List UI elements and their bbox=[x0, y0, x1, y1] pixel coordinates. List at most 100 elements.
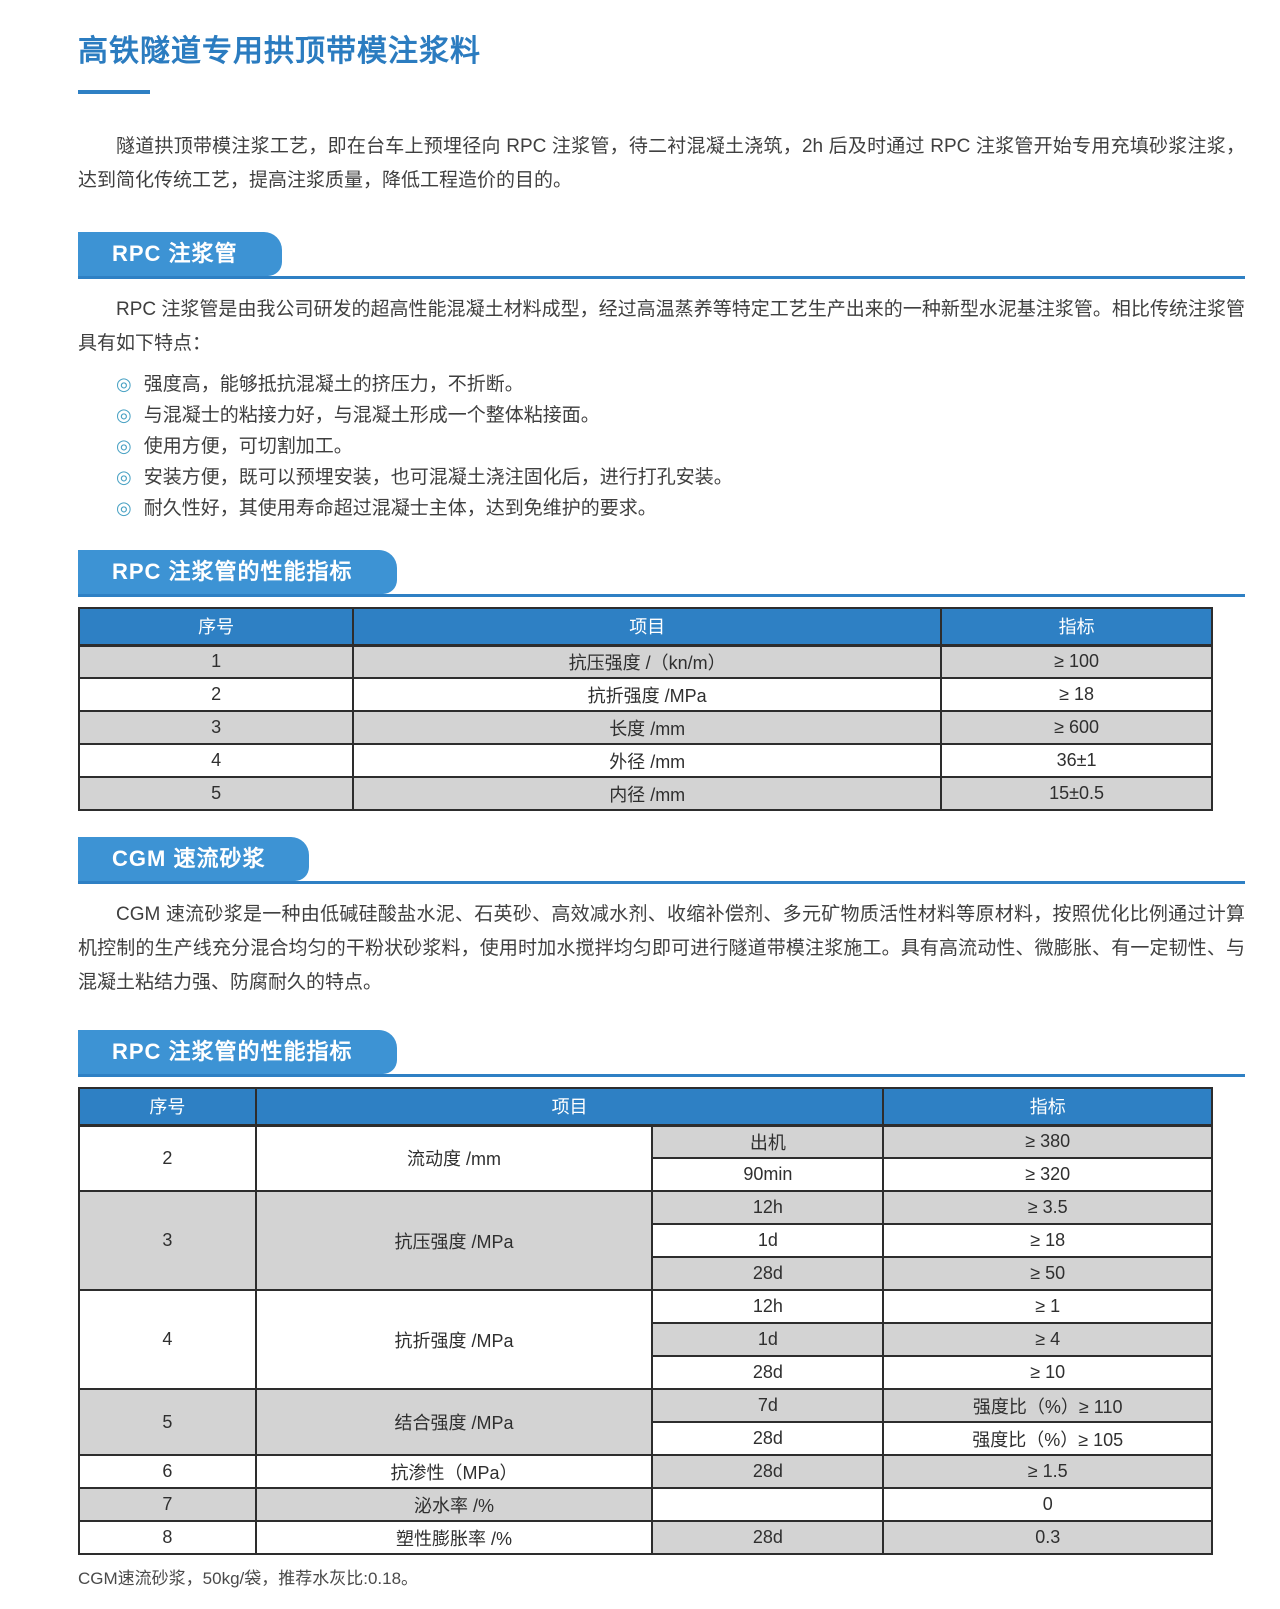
table-cell-time: 28d bbox=[651, 1520, 885, 1555]
table-cell-no: 6 bbox=[78, 1454, 257, 1489]
table-cell-time: 1d bbox=[651, 1322, 885, 1357]
table-cell-no: 5 bbox=[78, 1388, 257, 1456]
table-cell-time: 7d bbox=[651, 1388, 885, 1423]
cgm-paragraph: CGM 速流砂浆是一种由低碱硅酸盐水泥、石英砂、高效减水剂、收缩补偿剂、多元矿物… bbox=[78, 904, 1245, 993]
column-header: 项目 bbox=[254, 1087, 885, 1127]
table-row: 6 抗渗性（MPa） 28d ≥ 1.5 bbox=[78, 1454, 1213, 1489]
bullet-icon: ◎ bbox=[116, 374, 132, 394]
section-badge-cgm: CGM 速流砂浆 bbox=[78, 837, 310, 881]
table-cell: 抗压强度 /（kn/m） bbox=[352, 644, 943, 679]
table-row: 8 塑性膨胀率 /% 28d 0.3 bbox=[78, 1520, 1213, 1555]
table-cell-value: ≥ 1.5 bbox=[882, 1454, 1213, 1489]
list-item-text: 使用方便，可切割加工。 bbox=[143, 436, 353, 457]
table-cell-value: ≥ 10 bbox=[882, 1355, 1213, 1390]
table-cell: 2 bbox=[77, 677, 355, 712]
table-row: 28d 强度比（%）≥ 105 bbox=[79, 1421, 1213, 1456]
table-row: 4 外径 /mm 36±1 bbox=[77, 743, 1213, 778]
table-cell-time: 28d bbox=[651, 1421, 885, 1456]
rpc-spec-table: 序号 项目 指标 1 抗压强度 /（kn/m） ≥ 100 2 抗折强度 /MPa ≥ 18 3 长… bbox=[77, 607, 1213, 811]
table-cell-time bbox=[651, 1487, 885, 1522]
rpc-paragraph: RPC 注浆管是由我公司研发的超高性能混凝土材料成型，经过高温蒸养等特定工艺生产… bbox=[78, 299, 1245, 354]
table-cell-no: 3 bbox=[78, 1190, 257, 1291]
table-cell: 3 bbox=[77, 710, 355, 745]
table-cell: ≥ 100 bbox=[940, 644, 1213, 679]
table-cell-value: ≥ 3.5 bbox=[882, 1190, 1213, 1225]
list-item-text: 安装方便，既可以预埋安装，也可混凝土浇注固化后，进行打孔安装。 bbox=[143, 467, 733, 488]
list-item: ◎ 与混凝士的粘接力好，与混凝土形成一个整体粘接面。 bbox=[116, 400, 1245, 431]
table-cell: 15±0.5 bbox=[940, 776, 1213, 811]
list-item: ◎ 使用方便，可切割加工。 bbox=[116, 431, 1245, 462]
table-row: 28d ≥ 10 bbox=[79, 1355, 1213, 1390]
rpc-feature-list: ◎ 强度高，能够抵抗混凝土的挤压力，不折断。 ◎ 与混凝士的粘接力好，与混凝土形成一个… bbox=[116, 369, 1245, 524]
table-cell-item: 抗渗性（MPa） bbox=[254, 1454, 654, 1489]
table-cell-item: 结合强度 /MPa bbox=[254, 1388, 654, 1456]
table-cell-time: 1d bbox=[651, 1223, 885, 1258]
table-row: 28d ≥ 50 bbox=[79, 1256, 1213, 1291]
table-cell: 抗折强度 /MPa bbox=[352, 677, 943, 712]
table-cell-no: 7 bbox=[78, 1487, 257, 1522]
section-badge-cgm-specs: RPC 注浆管的性能指标 bbox=[78, 1030, 397, 1074]
table-cell-item: 抗折强度 /MPa bbox=[254, 1289, 654, 1390]
table-cell-value: ≥ 4 bbox=[882, 1322, 1213, 1357]
table-cell: ≥ 18 bbox=[940, 677, 1213, 712]
footnote: CGM速流砂浆，50kg/袋，推荐水灰比:0.18。 bbox=[78, 1569, 419, 1588]
table-cell-value: 0 bbox=[882, 1487, 1213, 1522]
table-cell-item: 泌水率 /% bbox=[254, 1487, 654, 1522]
cgm-spec-table: 序号 项目 指标 2 流动度 /mm 出机 ≥ 380 90min ≥ 320 3 抗压强度 /MP… bbox=[78, 1087, 1213, 1555]
list-item: ◎ 强度高，能够抵抗混凝土的挤压力，不折断。 bbox=[116, 369, 1245, 400]
section-header-rpc: RPC 注浆管 bbox=[78, 232, 1245, 279]
page-title: 高铁隧道专用拱顶带模注浆料 bbox=[78, 35, 481, 68]
table-cell-value: ≥ 320 bbox=[882, 1157, 1213, 1192]
table-header-row: 序号 项目 指标 bbox=[78, 1087, 1213, 1127]
table-cell-time: 28d bbox=[651, 1355, 885, 1390]
table-header-row: 序号 项目 指标 bbox=[77, 607, 1213, 647]
column-header: 序号 bbox=[78, 1087, 257, 1127]
table-cell-value: 强度比（%）≥ 110 bbox=[882, 1388, 1213, 1423]
bullet-icon: ◎ bbox=[116, 436, 132, 456]
column-header: 指标 bbox=[882, 1087, 1213, 1127]
table-cell-value: 0.3 bbox=[882, 1520, 1213, 1555]
table-row: 5 结合强度 /MPa 7d 强度比（%）≥ 110 bbox=[78, 1388, 1213, 1456]
bullet-icon: ◎ bbox=[116, 405, 132, 425]
table-cell-time: 90min bbox=[651, 1157, 885, 1192]
table-row: 3 长度 /mm ≥ 600 bbox=[77, 710, 1213, 745]
table-cell-time: 28d bbox=[651, 1454, 885, 1489]
table-cell-item: 抗压强度 /MPa bbox=[254, 1190, 654, 1291]
table-row: 7 泌水率 /% 0 bbox=[78, 1487, 1213, 1522]
section-header-rpc-specs: RPC 注浆管的性能指标 bbox=[78, 550, 1245, 597]
table-cell: 36±1 bbox=[940, 743, 1213, 778]
list-item-text: 强度高，能够抵抗混凝土的挤压力，不折断。 bbox=[143, 374, 524, 395]
table-cell-value: ≥ 1 bbox=[882, 1289, 1213, 1324]
table-cell-time: 12h bbox=[651, 1190, 885, 1225]
section-badge-rpc: RPC 注浆管 bbox=[78, 232, 282, 276]
table-cell-time: 出机 bbox=[651, 1124, 885, 1159]
section-header-cgm: CGM 速流砂浆 bbox=[78, 837, 1245, 884]
table-row: 1d ≥ 4 bbox=[79, 1322, 1213, 1357]
table-cell: 1 bbox=[77, 644, 355, 679]
table-cell: 5 bbox=[77, 776, 355, 811]
table-row: 5 内径 /mm 15±0.5 bbox=[77, 776, 1213, 811]
table-cell-time: 12h bbox=[651, 1289, 885, 1324]
bullet-icon: ◎ bbox=[116, 467, 132, 487]
column-header: 指标 bbox=[940, 607, 1213, 647]
list-item-text: 耐久性好，其使用寿命超过混凝士主体，达到免维护的要求。 bbox=[143, 498, 657, 519]
intro-paragraph: 隧道拱顶带模注浆工艺，即在台车上预埋径向 RPC 注浆管，待二衬混凝土浇筑，2h… bbox=[78, 136, 1245, 191]
table-cell-no: 4 bbox=[78, 1289, 257, 1390]
table-cell: 外径 /mm bbox=[352, 743, 943, 778]
title-underline bbox=[78, 90, 150, 94]
list-item: ◎ 耐久性好，其使用寿命超过混凝士主体，达到免维护的要求。 bbox=[116, 493, 1245, 524]
table-cell-item: 流动度 /mm bbox=[254, 1124, 654, 1192]
table-row: 2 流动度 /mm 出机 ≥ 380 bbox=[78, 1124, 1213, 1192]
section-badge-rpc-specs: RPC 注浆管的性能指标 bbox=[78, 550, 397, 594]
table-row: 1d ≥ 18 bbox=[79, 1223, 1213, 1258]
table-cell: 4 bbox=[77, 743, 355, 778]
column-header: 项目 bbox=[352, 607, 943, 647]
table-cell-no: 2 bbox=[78, 1124, 257, 1192]
table-cell: ≥ 600 bbox=[940, 710, 1213, 745]
table-cell: 内径 /mm bbox=[352, 776, 943, 811]
table-cell-no: 8 bbox=[78, 1520, 257, 1555]
table-row: 90min ≥ 320 bbox=[79, 1157, 1213, 1192]
table-row: 1 抗压强度 /（kn/m） ≥ 100 bbox=[77, 644, 1213, 679]
table-cell: 长度 /mm bbox=[352, 710, 943, 745]
table-cell-value: 强度比（%）≥ 105 bbox=[882, 1421, 1213, 1456]
